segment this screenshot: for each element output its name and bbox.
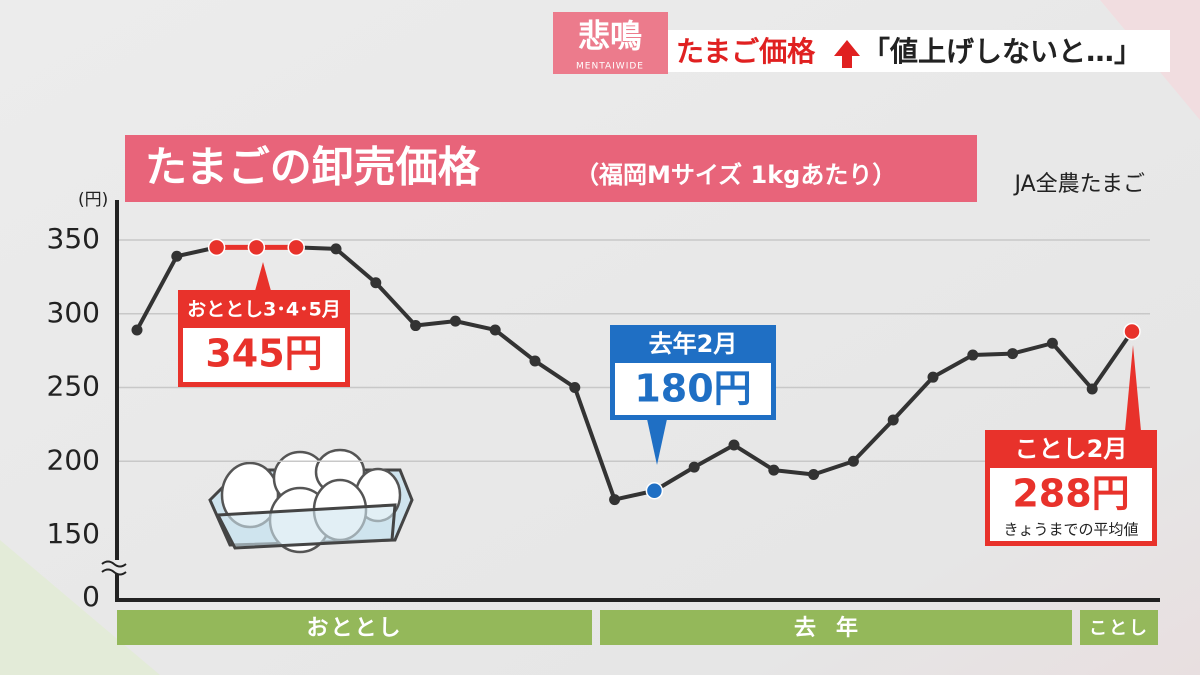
data-point xyxy=(688,461,700,473)
y-tick-label: 150 xyxy=(47,517,100,550)
y-tick-label: 200 xyxy=(47,443,100,476)
period-band xyxy=(600,610,1072,645)
data-point xyxy=(330,243,342,255)
period-label: おととし xyxy=(306,616,402,641)
callout-title: ことし2月 xyxy=(1015,435,1128,463)
data-point xyxy=(569,382,581,393)
callout-pointer xyxy=(647,419,667,465)
header-tag: 悲鳴 xyxy=(578,17,642,55)
callout-note: きょうまでの平均値 xyxy=(1003,521,1138,539)
data-point xyxy=(768,464,780,476)
data-point xyxy=(131,324,143,336)
callout-inner xyxy=(615,363,771,415)
callout-title: おととし3･4･5月 xyxy=(187,299,341,321)
up-arrow xyxy=(834,40,860,68)
data-point xyxy=(1123,322,1141,341)
chart-subtitle: （福岡Mサイズ 1kgあたり） xyxy=(575,161,896,189)
data-point xyxy=(967,349,979,361)
header-tag-box xyxy=(553,12,668,74)
data-point xyxy=(847,455,859,467)
data-point xyxy=(370,277,382,289)
data-point xyxy=(207,238,226,257)
callout-title: 去年2月 xyxy=(649,330,738,358)
period-label: 去年 xyxy=(794,615,878,641)
callout-value: 288円 xyxy=(1012,472,1129,516)
data-point xyxy=(489,324,501,336)
chart-title: たまごの卸売価格 xyxy=(145,143,481,192)
period-band xyxy=(117,610,592,645)
data-point xyxy=(449,315,461,327)
callout-value: 180円 xyxy=(634,367,751,411)
data-point xyxy=(887,414,899,426)
data-point xyxy=(609,494,621,506)
header-quote: 「値上げしないと…」 xyxy=(862,35,1142,68)
data-point xyxy=(287,238,305,257)
header-bar xyxy=(668,30,1170,72)
data-point xyxy=(927,371,939,383)
data-point xyxy=(728,439,740,451)
callout-pointer xyxy=(255,262,271,291)
data-point xyxy=(808,469,820,481)
data-point xyxy=(1007,348,1019,360)
callout-inner xyxy=(990,468,1152,541)
data-point xyxy=(645,482,664,500)
callout-value: 345円 xyxy=(205,332,322,376)
data-point xyxy=(1086,383,1098,395)
data-point xyxy=(1046,337,1058,349)
y-tick-label: 300 xyxy=(47,296,100,329)
data-point xyxy=(410,320,422,332)
data-point xyxy=(529,355,541,367)
period-label: ことし xyxy=(1089,618,1149,639)
source: JA全農たまご xyxy=(1013,172,1146,197)
data-point xyxy=(247,238,266,257)
callout-pointer xyxy=(1125,345,1141,431)
period-band xyxy=(1080,610,1158,645)
axis-break xyxy=(101,560,127,576)
callout-inner xyxy=(183,328,345,382)
y-tick-label: 350 xyxy=(47,222,100,255)
y-tick-label: 250 xyxy=(47,370,100,403)
header-topic: たまご価格 xyxy=(676,35,816,68)
title-box xyxy=(125,135,977,202)
y-unit: (円) xyxy=(78,190,108,210)
show-name: MENTAIWIDE xyxy=(576,62,644,72)
data-point xyxy=(171,250,183,262)
y-tick-label: 0 xyxy=(82,580,100,613)
